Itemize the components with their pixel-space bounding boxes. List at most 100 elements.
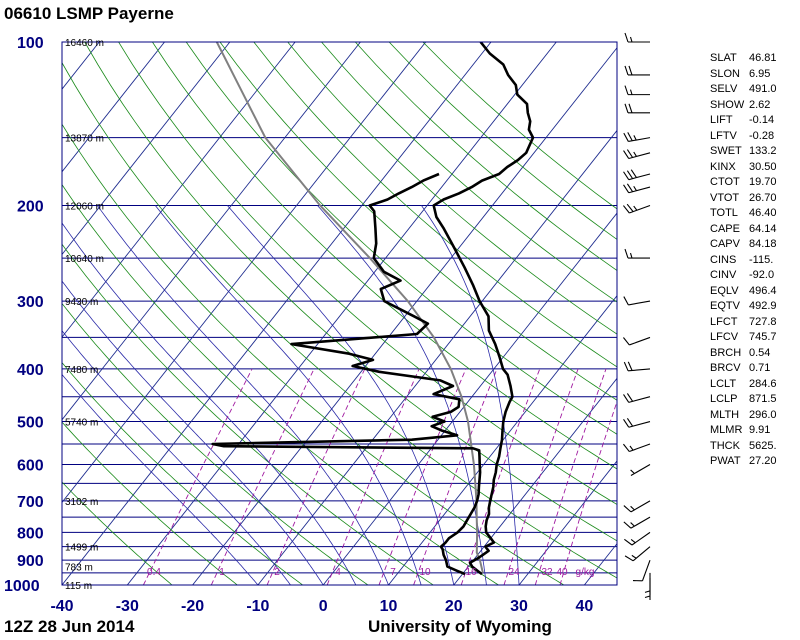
- height-label: 3102 m: [65, 497, 98, 508]
- pressure-tick-label: 300: [17, 294, 44, 311]
- index-value: 496.4: [749, 284, 777, 297]
- wind-barb: [624, 531, 651, 546]
- wind-barb: [624, 32, 650, 43]
- isotherm--40: [62, 42, 492, 585]
- mixing-ratio-label: 4: [335, 567, 341, 578]
- wind-barb: [624, 85, 650, 96]
- wind-barb: [624, 248, 650, 259]
- index-key: SLON: [710, 67, 740, 80]
- temperature-tick-label: -20: [181, 598, 204, 615]
- index-value: -0.28: [749, 129, 775, 142]
- index-value: 64.14: [749, 222, 777, 235]
- index-key: LFTV: [710, 129, 737, 142]
- temperature-tick-label: -40: [50, 598, 73, 615]
- moist-adiabat-25: [317, 205, 487, 585]
- index-value: 871.5: [749, 393, 777, 405]
- pressure-tick-label: 700: [17, 494, 44, 511]
- mixing-ratio-label: 16: [465, 567, 477, 578]
- index-value: 491.0: [749, 83, 777, 95]
- isotherm--60: [62, 42, 361, 421]
- chart-grid: [62, 42, 617, 585]
- index-value: 296.0: [749, 408, 777, 421]
- dry-adiabat-320: [62, 61, 617, 579]
- height-label: 7480 m: [65, 365, 98, 376]
- index-row-eqtv: EQTV 492.9: [710, 299, 777, 315]
- index-row-cins: CINS -115.: [710, 253, 777, 269]
- index-row-totl: TOTL 46.40: [710, 206, 777, 222]
- wind-barb: [622, 336, 651, 346]
- index-row-lclp: LCLP 871.5: [710, 392, 777, 408]
- isotherm-30: [518, 460, 617, 585]
- wind-barb: [624, 546, 651, 562]
- index-value: 745.7: [749, 331, 777, 343]
- index-row-lftv: LFTV -0.28: [710, 129, 777, 145]
- observation-time: 12Z 28 Jun 2014: [4, 617, 135, 636]
- index-key: BRCV: [710, 362, 741, 374]
- dry-adiabat-250: [62, 481, 173, 585]
- height-label: 10640 m: [65, 254, 104, 265]
- isotherm-10: [388, 295, 617, 585]
- index-row-thck: THCK 5625.: [710, 439, 777, 455]
- index-key: BRCH: [710, 346, 742, 359]
- index-row-brch: BRCH 0.54: [710, 346, 777, 362]
- pressure-tick-label: 1000: [4, 578, 40, 595]
- moist-adiabat-15: [154, 205, 422, 585]
- index-row-mlth: MLTH 296.0: [710, 408, 777, 424]
- mixing-ratio-32: [534, 368, 607, 585]
- moist-adiabat--5: [62, 330, 291, 585]
- index-row-lclt: LCLT 284.6: [710, 377, 777, 393]
- index-value: 5625.: [749, 439, 777, 452]
- index-row-eqlv: EQLV 496.4: [710, 284, 777, 300]
- wind-barb: [632, 559, 651, 582]
- mixing-ratio-10: [413, 368, 498, 585]
- mixing-ratio-label: 32: [541, 567, 553, 578]
- dry-adiabat-380: [253, 42, 617, 368]
- dry-adiabat-340: [118, 42, 617, 505]
- temperature-tick-label: 20: [445, 598, 463, 615]
- chart-title: 06610 LSMP Payerne: [4, 4, 174, 23]
- temperature-tick-label: -10: [246, 598, 269, 615]
- index-key: EQTV: [710, 300, 740, 312]
- index-row-pwat: PWAT 27.20: [710, 454, 777, 470]
- mixing-ratio-label: 2: [274, 567, 280, 578]
- index-row-vtot: VTOT 26.70: [710, 191, 777, 207]
- plot-frame: [61, 41, 618, 586]
- wind-barb: [644, 578, 651, 600]
- height-label: 13870 m: [65, 134, 104, 145]
- index-value: 46.81: [749, 52, 777, 64]
- moist-adiabat-30: [421, 205, 520, 585]
- wind-barb: [623, 149, 651, 160]
- chart-series: [211, 42, 535, 576]
- index-value: 30.50: [749, 160, 777, 173]
- height-label: 1499 m: [65, 543, 98, 554]
- index-key: CAPE: [710, 222, 740, 235]
- mixing-ratio-1: [210, 368, 315, 585]
- index-row-ctot: CTOT 19.70: [710, 175, 777, 191]
- isotherm--30: [126, 42, 557, 585]
- mixing-ratio-label: g/kg: [576, 567, 595, 578]
- isotherm-0: [322, 212, 617, 585]
- mixing-ratio-label: 24: [508, 567, 520, 578]
- index-key: CINS: [710, 253, 737, 266]
- index-row-mlmr: MLMR 9.91: [710, 423, 777, 439]
- index-value: 727.8: [749, 315, 777, 328]
- parcel-path-line: [215, 42, 484, 574]
- wind-barb: [622, 203, 651, 214]
- dry-adiabat-370: [219, 42, 617, 401]
- index-value: 284.6: [749, 377, 777, 390]
- index-key: LFCT: [710, 315, 738, 328]
- dry-adiabat-400: [321, 42, 617, 303]
- index-value: 133.2: [749, 145, 777, 157]
- mixing-ratio-label: 7: [390, 567, 396, 578]
- index-value: 6.95: [749, 67, 771, 80]
- index-value: -92.0: [749, 269, 775, 281]
- index-value: 27.20: [749, 455, 777, 467]
- temperature-tick-label: -30: [116, 598, 139, 615]
- mixing-ratio-label: 40: [556, 567, 568, 578]
- index-key: CTOT: [710, 176, 740, 188]
- wind-barbs: [622, 32, 651, 600]
- height-label: 783 m: [65, 563, 93, 574]
- index-value: -115.: [749, 253, 774, 266]
- index-value: 492.9: [749, 300, 777, 312]
